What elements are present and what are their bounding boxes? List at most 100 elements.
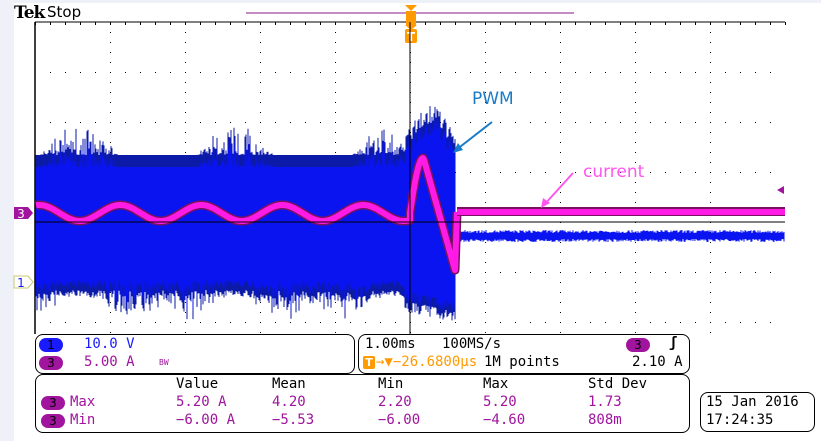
grid-dot [335, 52, 336, 53]
grid-dot [605, 322, 606, 323]
grid-dot [335, 102, 336, 103]
grid-dot [560, 52, 561, 53]
grid-dot [650, 272, 651, 273]
grid-dot [635, 52, 636, 53]
channel-readout-panel[interactable]: 1 10.0 V 3 5.00 A BW [35, 334, 355, 374]
grid-dot [365, 122, 366, 123]
grid-dot [590, 172, 591, 173]
grid-dot [635, 272, 636, 273]
grid-dot [710, 302, 711, 303]
horizontal-position: →▼−26.6800µs [376, 354, 478, 370]
current-arrow [541, 172, 574, 208]
grid-dot [635, 172, 636, 173]
grid-dot [65, 122, 66, 123]
meas-row1-std: 1.73 [588, 394, 622, 410]
grid-dot [125, 72, 126, 73]
grid-tick [80, 22, 81, 25]
meas-row2-min: −6.00 [378, 412, 421, 428]
grid-dot [485, 32, 486, 33]
grid-dot [395, 322, 396, 323]
measurement-panel[interactable]: Value Mean Min Max Std Dev 3 Max 5.20 A … [35, 374, 690, 433]
grid-dot [485, 162, 486, 163]
grid-dot [635, 312, 636, 313]
grid-dot [185, 332, 186, 333]
grid-tick [590, 22, 591, 25]
grid-dot [260, 102, 261, 103]
grid-dot [545, 72, 546, 73]
grid-dot [590, 122, 591, 123]
left-edge [0, 0, 14, 441]
grid-dot [185, 112, 186, 113]
grid-tick [755, 22, 756, 25]
grid-dot [380, 72, 381, 73]
grid-dot [470, 272, 471, 273]
grid-tick [710, 22, 711, 25]
ch1-scale: 10.0 V [84, 336, 135, 352]
grid-dot [650, 172, 651, 173]
waveforms [32, 106, 785, 321]
grid-dot [110, 122, 111, 123]
ch1-badge[interactable]: 1 [39, 338, 63, 352]
grid-dot [425, 322, 426, 323]
grid-dot [335, 322, 336, 323]
grid-dot [395, 72, 396, 73]
grid-dot [710, 142, 711, 143]
grid-dot [770, 172, 771, 173]
grid-dot [560, 192, 561, 193]
svg-text:T: T [407, 30, 416, 44]
grid-dot [710, 82, 711, 83]
grid-dot [185, 142, 186, 143]
grid-dot [710, 182, 711, 183]
grid-dot [635, 82, 636, 83]
grid-dot [455, 72, 456, 73]
grid-dot [710, 172, 711, 173]
ch3-badge[interactable]: 3 [39, 356, 63, 370]
grid-dot [230, 72, 231, 73]
grid-tick [680, 22, 681, 25]
grid-tick [515, 22, 516, 25]
grid-dot [485, 252, 486, 253]
meas-row2-channel[interactable]: 3 [41, 414, 65, 428]
grid-dot [635, 32, 636, 33]
grid-dot [455, 122, 456, 123]
datetime-panel: 15 Jan 2016 17:24:35 [700, 392, 815, 432]
grid-dot [125, 322, 126, 323]
grid-dot [170, 322, 171, 323]
grid-dot [485, 42, 486, 43]
grid-dot [560, 202, 561, 203]
grid-dot [710, 332, 711, 333]
grid-tick [110, 22, 111, 25]
grid-dot [575, 272, 576, 273]
grid-dot [485, 192, 486, 193]
grid-dot [305, 322, 306, 323]
grid-dot [350, 72, 351, 73]
grid-dot [320, 322, 321, 323]
grid-dot [485, 62, 486, 63]
grid-dot [560, 102, 561, 103]
grid-dot [80, 72, 81, 73]
grid-dot [215, 72, 216, 73]
grid-dot [635, 62, 636, 63]
grid-dot [650, 322, 651, 323]
timebase-trigger-panel[interactable]: 1.00ms 100MS/s 3 ʃ T →▼−26.6800µs 1M poi… [358, 334, 690, 374]
grid-tick [320, 22, 321, 25]
grid-dot [710, 272, 711, 273]
trigger-icon: T [363, 356, 375, 369]
grid-dot [440, 72, 441, 73]
grid-dot [665, 172, 666, 173]
time: 17:24:35 [706, 412, 774, 428]
grid-dot [710, 42, 711, 43]
grid-dot [335, 72, 336, 73]
grid-dot [620, 172, 621, 173]
grid-dot [485, 292, 486, 293]
grid-dot [710, 162, 711, 163]
grid-tick [425, 22, 426, 25]
meas-row1-channel[interactable]: 3 [41, 396, 65, 410]
grid-dot [395, 122, 396, 123]
grid-dot [485, 112, 486, 113]
grid-dot [635, 192, 636, 193]
grid-dot [485, 302, 486, 303]
svg-text:3: 3 [17, 207, 25, 221]
